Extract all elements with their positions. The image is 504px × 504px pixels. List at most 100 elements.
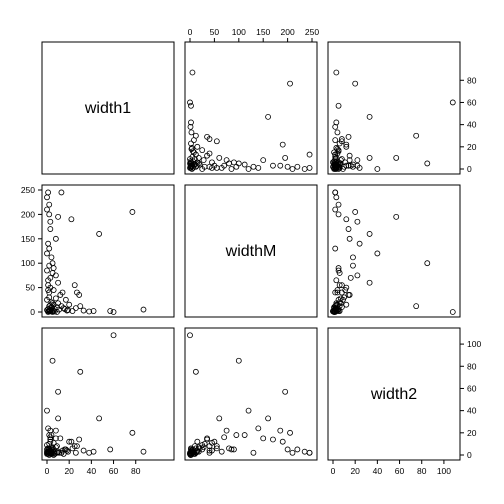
data-point <box>204 133 210 140</box>
tick-label: 80 <box>417 466 427 476</box>
panel-width2-vs-widthM <box>184 327 318 461</box>
data-point <box>58 449 65 456</box>
data-point <box>195 155 202 161</box>
data-point <box>65 307 71 313</box>
data-point <box>213 138 220 145</box>
tick-label: 150 <box>256 27 270 37</box>
tick-label: 0 <box>45 466 50 476</box>
data-point <box>72 449 79 456</box>
data-point <box>110 309 117 315</box>
data-point <box>76 292 83 298</box>
data-point <box>270 436 276 443</box>
data-point <box>218 448 225 455</box>
data-point <box>366 231 373 237</box>
data-point <box>189 450 195 457</box>
data-point <box>44 296 50 303</box>
data-point <box>331 307 338 313</box>
tick-label: 40 <box>467 406 477 416</box>
data-point <box>47 434 54 441</box>
data-point <box>50 287 57 293</box>
data-point <box>346 152 353 159</box>
tick-label: 100 <box>467 339 481 349</box>
data-point <box>366 279 373 286</box>
data-point <box>294 163 301 170</box>
data-point <box>55 388 61 395</box>
data-point <box>46 211 53 218</box>
tick-label: 80 <box>467 361 477 371</box>
data-point <box>44 250 50 257</box>
data-point <box>76 436 83 443</box>
data-point <box>188 102 194 109</box>
data-point <box>393 213 400 220</box>
data-point <box>336 164 343 171</box>
x-axis-width2-bottom: 0 20 40 60 80 100 <box>331 459 451 476</box>
data-point <box>228 166 235 172</box>
data-point <box>213 443 220 450</box>
data-point <box>221 162 228 169</box>
data-point <box>270 162 276 169</box>
data-point <box>206 163 213 170</box>
data-point <box>334 129 341 136</box>
data-point <box>190 137 197 144</box>
data-point <box>250 449 257 456</box>
data-point <box>46 289 53 296</box>
data-point <box>52 295 59 302</box>
data-point <box>260 157 267 164</box>
data-point <box>335 265 342 271</box>
data-point <box>52 435 59 442</box>
data-point <box>338 282 345 289</box>
data-point <box>107 308 114 314</box>
data-point <box>354 157 361 164</box>
data-point <box>331 304 338 311</box>
data-point <box>187 123 194 130</box>
data-point <box>335 102 342 109</box>
data-point <box>47 226 54 232</box>
data-point <box>188 129 195 136</box>
data-point <box>199 147 206 154</box>
tick-label: 50 <box>26 283 36 293</box>
data-point <box>374 250 381 257</box>
data-point <box>366 155 373 161</box>
panel-frame <box>184 327 318 461</box>
tick-label: 100 <box>232 27 246 37</box>
data-point <box>235 357 242 364</box>
data-point <box>231 159 237 166</box>
tick-label: 200 <box>281 27 295 37</box>
data-point <box>74 443 80 450</box>
data-point <box>44 442 50 448</box>
tick-label: 20 <box>350 466 360 476</box>
tick-label: 250 <box>21 185 35 195</box>
data-point <box>199 166 206 172</box>
data-point <box>45 240 52 247</box>
data-point <box>345 133 352 140</box>
data-point <box>332 151 339 158</box>
data-point <box>68 438 75 445</box>
data-point <box>55 415 61 422</box>
data-point <box>189 166 195 172</box>
data-point <box>393 155 400 161</box>
data-point <box>200 157 207 164</box>
data-point <box>187 158 194 165</box>
tick-label: 150 <box>21 234 35 244</box>
panel-frame <box>184 184 318 318</box>
tick-label: 50 <box>210 27 220 37</box>
data-point <box>192 151 199 158</box>
variable-label: widthM <box>225 243 277 260</box>
data-point <box>279 438 286 445</box>
data-point <box>346 157 353 164</box>
data-point <box>47 218 54 225</box>
data-point <box>356 164 363 171</box>
data-point <box>335 211 342 218</box>
data-point <box>333 119 340 126</box>
data-point <box>332 289 339 296</box>
data-point <box>45 425 52 432</box>
data-point <box>282 155 289 161</box>
data-point <box>69 308 76 314</box>
tick-label: 250 <box>305 27 319 37</box>
data-point <box>284 163 291 170</box>
data-point <box>245 166 252 172</box>
data-point <box>333 145 340 151</box>
tick-label: 0 <box>467 450 472 460</box>
data-point <box>294 446 301 453</box>
data-point <box>51 308 58 315</box>
